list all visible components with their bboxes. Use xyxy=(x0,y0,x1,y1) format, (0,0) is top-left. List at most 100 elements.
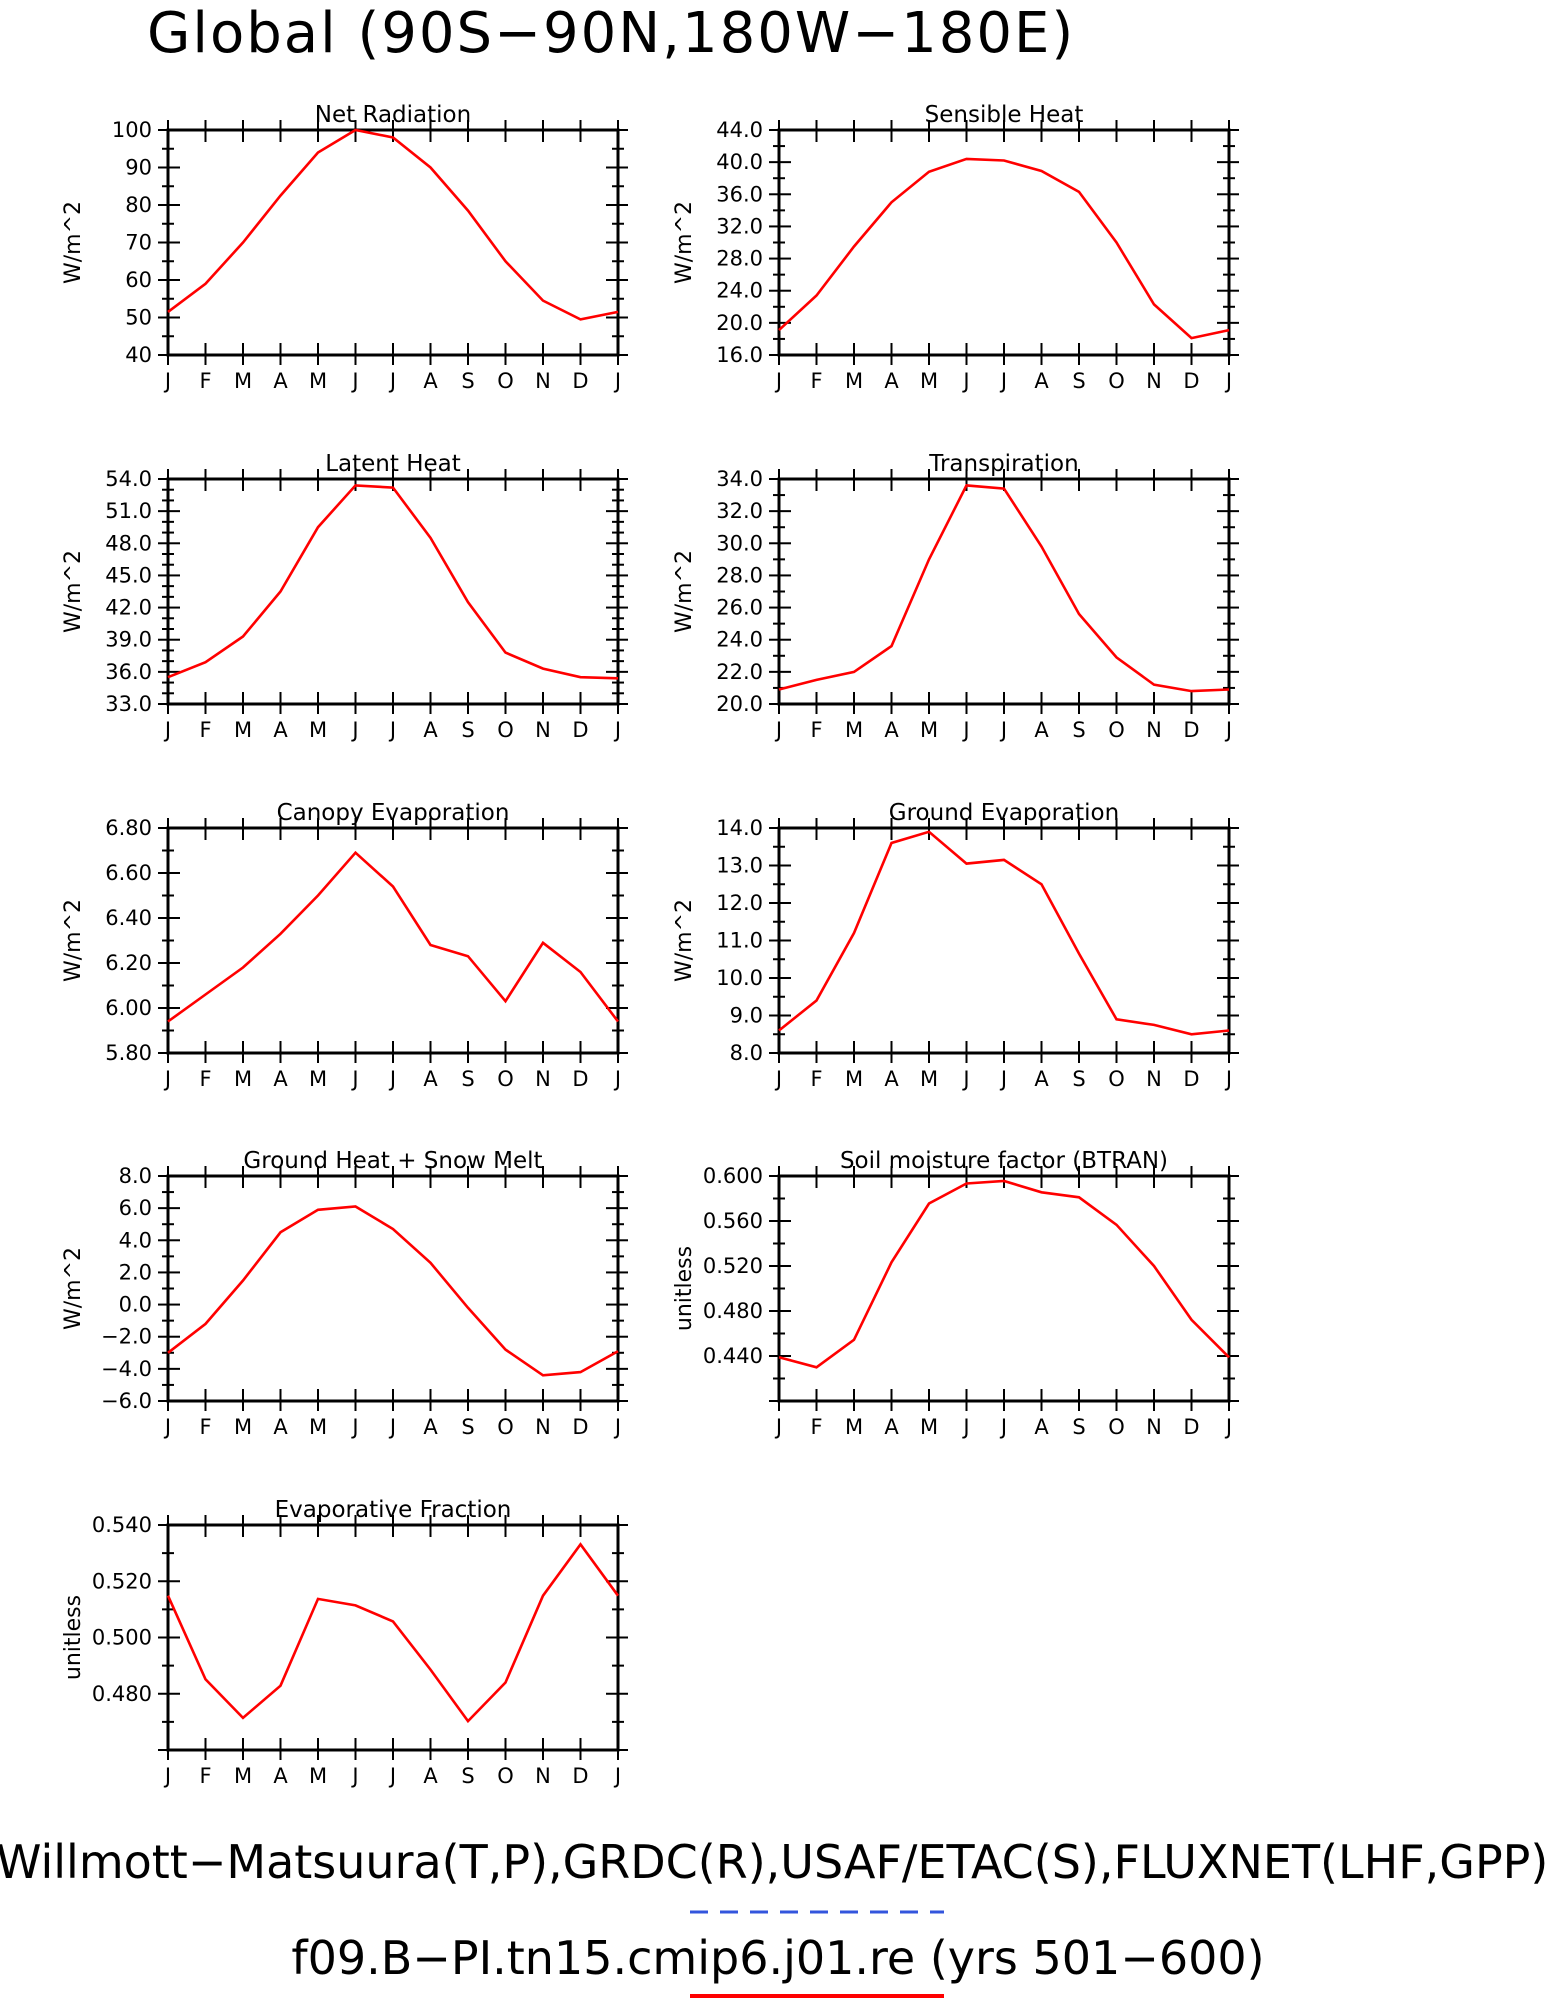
x-tick-label: J xyxy=(613,1067,621,1091)
x-tick-label: A xyxy=(423,369,438,393)
y-tick-label: 32.0 xyxy=(716,214,763,238)
x-tick-label: D xyxy=(572,369,588,393)
y-tick-label: 80 xyxy=(125,193,152,217)
x-tick-label: J xyxy=(350,1415,358,1439)
y-tick-label: 32.0 xyxy=(716,499,763,523)
y-tick-label: 30.0 xyxy=(716,531,763,555)
x-tick-label: J xyxy=(163,1067,171,1091)
x-tick-label: N xyxy=(1146,1415,1162,1439)
y-tick-label: 48.0 xyxy=(105,531,152,555)
y-tick-label: 6.40 xyxy=(105,906,152,930)
x-tick-label: A xyxy=(884,1067,899,1091)
x-tick-label: N xyxy=(535,1067,551,1091)
y-tick-label: 6.60 xyxy=(105,861,152,885)
x-tick-label: J xyxy=(350,718,358,742)
y-tick-label: 60 xyxy=(125,268,152,292)
y-tick-label: 50 xyxy=(125,306,152,330)
x-tick-label: F xyxy=(810,1415,822,1439)
x-tick-label: O xyxy=(497,1764,514,1788)
y-tick-label: 0.500 xyxy=(92,1626,152,1650)
x-tick-label: O xyxy=(1108,718,1125,742)
series-line xyxy=(778,157,1230,340)
x-tick-label: F xyxy=(810,1067,822,1091)
x-tick-label: F xyxy=(199,369,211,393)
x-tick-label: N xyxy=(535,1764,551,1788)
x-tick-label: A xyxy=(1034,369,1049,393)
x-tick-label: F xyxy=(810,369,822,393)
y-tick-label: 45.0 xyxy=(105,563,152,587)
plot-frame xyxy=(166,1523,620,1752)
x-tick-label: M xyxy=(309,369,327,393)
y-tick-label: −4.0 xyxy=(101,1357,152,1381)
x-tick-label: M xyxy=(234,1067,252,1091)
x-tick-label: N xyxy=(1146,1067,1162,1091)
x-tick-label: M xyxy=(234,1415,252,1439)
x-tick-label: M xyxy=(920,718,938,742)
y-tick-label: 42.0 xyxy=(105,596,152,620)
x-tick-label: M xyxy=(234,718,252,742)
y-tick-label: 28.0 xyxy=(716,563,763,587)
x-tick-label: J xyxy=(388,1764,396,1788)
series-line xyxy=(167,484,619,680)
x-tick-label: N xyxy=(1146,718,1162,742)
y-axis-label: unitless xyxy=(61,1595,86,1680)
footer-case-line: f09.B−PI.tn15.cmip6.j01.re (yrs 501−600) xyxy=(291,1931,1264,1985)
x-tick-label: J xyxy=(350,1764,358,1788)
x-tick-label: J xyxy=(613,1415,621,1439)
x-tick-label: A xyxy=(423,1415,438,1439)
y-tick-label: 100 xyxy=(112,118,152,142)
x-tick-label: A xyxy=(1034,718,1049,742)
x-tick-label: A xyxy=(884,1415,899,1439)
x-tick-label: A xyxy=(273,1764,288,1788)
x-tick-label: J xyxy=(961,1415,969,1439)
x-tick-label: A xyxy=(273,369,288,393)
x-tick-label: N xyxy=(1146,369,1162,393)
x-tick-label: J xyxy=(961,369,969,393)
x-tick-label: O xyxy=(497,1067,514,1091)
x-tick-label: M xyxy=(920,1415,938,1439)
x-tick-label: O xyxy=(497,1415,514,1439)
y-tick-label: 33.0 xyxy=(105,692,152,716)
x-tick-label: J xyxy=(388,1067,396,1091)
x-tick-label: F xyxy=(199,1764,211,1788)
x-tick-label: N xyxy=(535,718,551,742)
y-tick-label: −6.0 xyxy=(101,1389,152,1413)
x-tick-label: A xyxy=(423,718,438,742)
y-tick-label: 40.0 xyxy=(716,150,763,174)
x-tick-label: A xyxy=(273,1415,288,1439)
x-tick-label: M xyxy=(309,718,327,742)
x-tick-label: M xyxy=(845,1067,863,1091)
x-tick-label: D xyxy=(1183,718,1199,742)
y-tick-label: 10.0 xyxy=(716,966,763,990)
x-tick-label: M xyxy=(845,718,863,742)
x-tick-label: J xyxy=(999,718,1007,742)
y-tick-label: 6.0 xyxy=(119,1196,152,1220)
x-tick-label: S xyxy=(461,1067,474,1091)
y-tick-label: 16.0 xyxy=(716,343,763,367)
y-tick-label: 8.0 xyxy=(730,1041,763,1065)
x-tick-label: J xyxy=(350,1067,358,1091)
y-tick-label: −2.0 xyxy=(101,1325,152,1349)
x-tick-label: S xyxy=(461,1415,474,1439)
y-axis-label: W/m^2 xyxy=(61,1247,86,1330)
x-tick-label: F xyxy=(199,718,211,742)
y-axis-label: W/m^2 xyxy=(672,201,697,284)
x-tick-label: D xyxy=(572,1415,588,1439)
x-tick-label: A xyxy=(1034,1067,1049,1091)
y-tick-label: 36.0 xyxy=(105,660,152,684)
y-tick-label: 2.0 xyxy=(119,1260,152,1284)
y-tick-label: 34.0 xyxy=(716,467,763,491)
x-tick-label: J xyxy=(163,369,171,393)
y-tick-label: 70 xyxy=(125,231,152,255)
series-line xyxy=(167,1205,619,1377)
x-tick-label: J xyxy=(999,1067,1007,1091)
x-tick-label: S xyxy=(461,1764,474,1788)
x-tick-label: D xyxy=(1183,1067,1199,1091)
x-tick-label: J xyxy=(388,718,396,742)
footer-source-line: Willmott−Matsuura(T,P),GRDC(R),USAF/ETAC… xyxy=(0,1835,1548,1889)
